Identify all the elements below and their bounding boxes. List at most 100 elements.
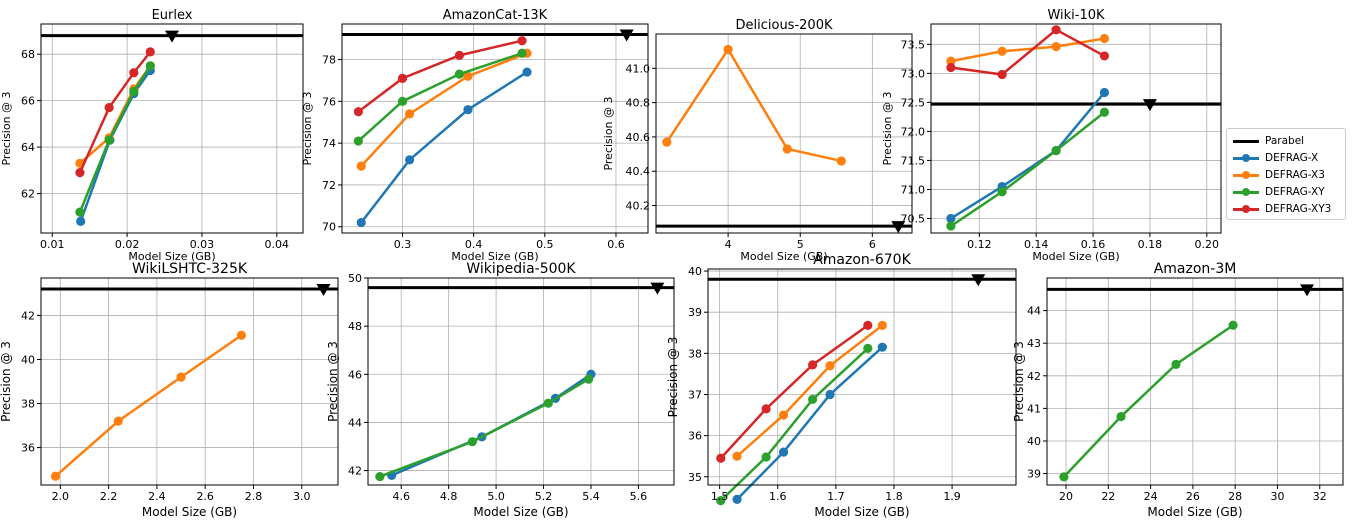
x-tick-label: 5.0: [487, 490, 505, 503]
chart-title: Delicious-200K: [736, 18, 833, 33]
data-point-defrag-x: [522, 67, 532, 77]
legend-label: DEFRAG-XY: [1265, 186, 1325, 198]
y-tick-label: 62: [21, 188, 35, 201]
y-tick-label: 50: [348, 272, 362, 285]
y-tick-label: 68: [21, 48, 35, 61]
panel-wiki-10k: 0.12 0.14 0.16 0.18 0.20 70.5 71.0 71.5 72.0 72.5…: [881, 8, 1222, 263]
chart-title: Wiki-10K: [1047, 8, 1105, 23]
y-axis-label: Precision @ 3: [666, 337, 680, 418]
data-point-defrag-x3: [877, 320, 887, 330]
data-point-defrag-xy3: [104, 103, 114, 113]
y-tick-label: 40: [21, 353, 35, 366]
x-tick-label: 0.18: [1138, 238, 1163, 251]
data-point-defrag-x: [778, 447, 789, 457]
x-tick-label: 30: [1270, 490, 1284, 503]
legend-item-defrag-x3: DEFRAG-X3: [1233, 167, 1325, 183]
series-line-defrag-xy: [1063, 324, 1234, 478]
data-point-defrag-xy: [808, 394, 818, 405]
series-line-defrag-x3: [360, 52, 528, 167]
data-point-defrag-xy3: [1051, 25, 1061, 35]
y-tick-label: 71.5: [901, 154, 926, 167]
x-tick-label: 0.02: [115, 238, 140, 251]
axes-frame: [707, 268, 1017, 486]
data-point-defrag-x3: [782, 144, 792, 154]
data-point-defrag-xy: [145, 61, 155, 71]
data-point-defrag-xy: [716, 496, 726, 506]
data-point-defrag-x3: [1099, 33, 1110, 44]
y-tick-label: 40.2: [626, 200, 651, 213]
data-point-defrag-xy3: [129, 68, 139, 78]
data-point-defrag-xy3: [808, 360, 818, 370]
y-axis-label: Precision @ 3: [881, 91, 894, 165]
data-point-defrag-x3: [405, 109, 415, 119]
legend-label: DEFRAG-X3: [1265, 169, 1325, 181]
data-point-defrag-x: [946, 213, 956, 224]
parabel-marker: [1142, 99, 1157, 112]
data-point-defrag-xy: [1116, 411, 1126, 422]
data-point-defrag-xy: [104, 135, 114, 145]
x-tick-label: 0.5: [536, 238, 554, 251]
parabel-marker: [316, 284, 331, 297]
data-point-defrag-x: [76, 216, 86, 226]
data-point-defrag-xy3: [863, 320, 873, 330]
y-tick-label: 36: [21, 442, 35, 455]
data-point-defrag-x: [877, 342, 887, 352]
x-tick-label: 1.5: [711, 490, 729, 503]
panel-wikipedia-500k: 4.6 4.8 5.0 5.2 5.4 5.6 42 44 46 48 50 Wikipedia-50…: [326, 261, 675, 519]
x-axis-label: Model Size (GB): [1032, 250, 1119, 263]
panel-eurlex: 0.01 0.02 0.03 0.04 62 64 66 68 Eurlex Model Size…: [0, 8, 304, 263]
y-tick-label: 76: [322, 95, 336, 108]
data-point-defrag-x: [1099, 87, 1110, 98]
series-line-defrag-xy: [357, 52, 523, 142]
x-tick-label: 0.16: [1081, 238, 1106, 251]
parabel-marker: [650, 282, 665, 295]
series-line-defrag-xy: [379, 378, 590, 478]
y-tick-label: 37: [688, 388, 702, 401]
data-point-defrag-x3: [732, 451, 742, 461]
y-tick-label: 43: [1027, 337, 1041, 350]
x-tick-label: 2.8: [245, 490, 263, 503]
data-point-defrag-xy: [946, 221, 956, 231]
x-tick-label: 4: [725, 238, 732, 251]
panel-amazoncat-13k: 0.3 0.4 0.5 0.6 70 72 74 76 78 AmazonCat-13K Model…: [301, 8, 649, 263]
legend-item-defrag-xy: DEFRAG-XY: [1233, 184, 1325, 200]
y-tick-label: 38: [21, 398, 35, 411]
x-tick-label: 20: [1059, 490, 1073, 503]
data-point-defrag-xy: [375, 471, 385, 482]
legend-item-defrag-xy3: DEFRAG-XY3: [1233, 201, 1331, 217]
legend-label: Parabel: [1265, 135, 1305, 147]
x-tick-label: 22: [1101, 490, 1115, 503]
panel-delicious-200k: 4 5 6 40.2 40.4 40.6 40.8 41.0 Delicious-200K Mod…: [602, 18, 913, 263]
series-line-defrag-xy: [950, 111, 1106, 228]
x-tick-label: 1.6: [769, 490, 787, 503]
y-tick-label: 78: [322, 54, 336, 67]
data-point-defrag-x3: [836, 156, 846, 166]
axes-frame: [40, 23, 304, 234]
chart-title: Eurlex: [152, 8, 193, 23]
x-tick-label: 2.2: [100, 490, 118, 503]
parabel-marker: [971, 274, 986, 287]
y-tick-label: 72.0: [901, 125, 926, 138]
data-point-defrag-xy: [543, 398, 553, 408]
y-axis-label: Precision @ 3: [1012, 341, 1026, 422]
data-point-defrag-x: [825, 389, 835, 400]
data-point-defrag-xy3: [454, 50, 465, 60]
y-axis-label: Precision @ 3: [0, 341, 13, 422]
data-point-defrag-x: [405, 155, 415, 165]
data-point-defrag-x: [732, 494, 742, 504]
x-tick-label: 0.12: [967, 238, 992, 251]
data-point-defrag-xy3: [946, 62, 956, 73]
data-point-defrag-xy3: [761, 404, 771, 414]
y-tick-label: 48: [348, 320, 362, 333]
x-axis-label: Model Size (GB): [1147, 505, 1242, 519]
legend-label: DEFRAG-XY3: [1265, 203, 1332, 215]
x-tick-label: 5.6: [630, 490, 648, 503]
y-tick-label: 72: [322, 179, 336, 192]
data-point-defrag-x3: [356, 161, 366, 171]
y-tick-label: 41.0: [626, 62, 651, 75]
y-tick-label: 73.0: [901, 67, 926, 80]
x-tick-label: 1.7: [827, 490, 845, 503]
x-tick-label: 32: [1313, 490, 1327, 503]
x-tick-label: 24: [1144, 490, 1158, 503]
legend-item-parabel: Parabel: [1233, 133, 1304, 149]
